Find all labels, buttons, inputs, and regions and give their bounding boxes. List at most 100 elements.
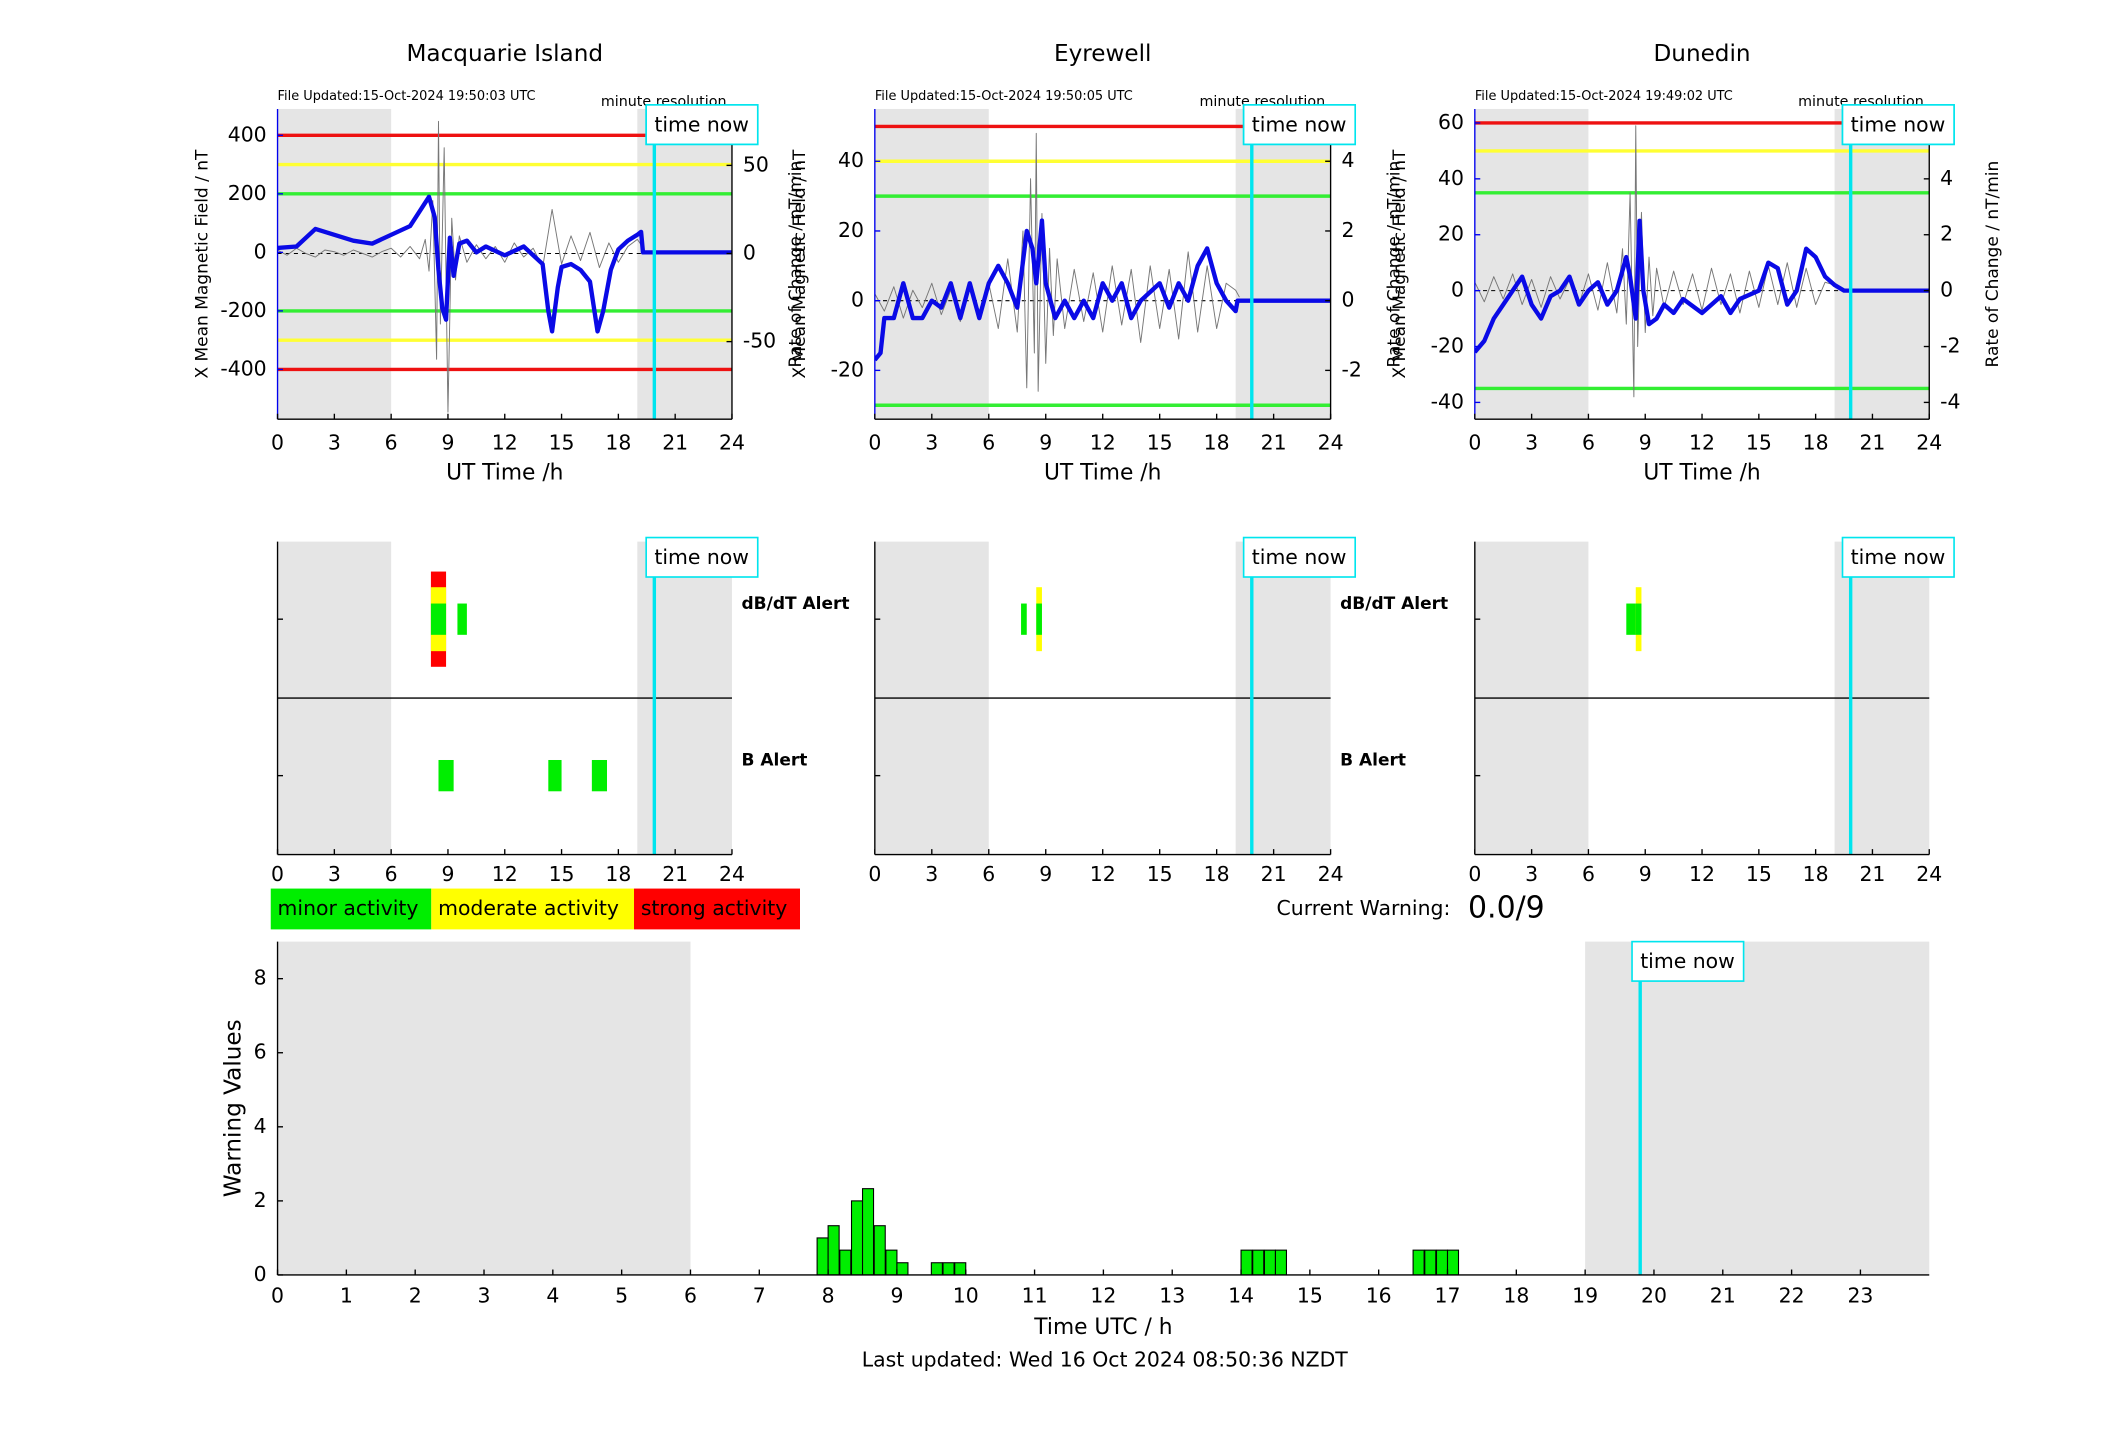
x-axis-title: UT Time /h [446,461,563,486]
shaded-region [1834,108,1930,420]
chart-title: Eyrewell [1054,41,1151,67]
x-tick-label: 6 [1582,431,1595,455]
bar [1435,1249,1449,1276]
y-tick-label: 4 [1341,148,1354,172]
x-tick-label: 6 [982,862,995,886]
x-tick-label: 7 [753,1284,766,1308]
y-tick-label: 40 [838,148,864,172]
x-tick-label: 3 [328,431,341,455]
alert-row-label: B Alert [1340,751,1406,771]
now-label: time now [654,545,749,569]
x-tick-label: 18 [1803,431,1829,455]
alert-row-label: dB/dT Alert [741,594,849,614]
x-tick-label: 24 [1916,431,1942,455]
alert-row-label: dB/dT Alert [1340,594,1448,614]
x-tick-label: 15 [1746,862,1772,886]
y-tick-label: 4 [254,1114,267,1138]
x-tick-label: 9 [1039,431,1052,455]
x-tick-label: 21 [1261,431,1287,455]
y-axis-title: X Mean Magnetic Field / nT [790,149,810,379]
x-tick-label: 22 [1779,1284,1805,1308]
footer: Last updated: Wed 16 Oct 2024 08:50:36 N… [862,1348,1349,1372]
y-tick-label: 200 [228,181,267,205]
y-tick-label: 0 [1451,278,1464,302]
rate-line [1474,125,1839,398]
x-tick-label: 21 [1261,862,1287,886]
y-tick-label: -50 [743,329,776,353]
file-updated: File Updated:15-Oct-2024 19:50:05 UTC [875,89,1133,104]
x-tick-label: 3 [478,1284,491,1308]
rate-line [277,120,642,413]
alert-block [1635,603,1642,635]
x-tick-label: 12 [1689,862,1715,886]
x-tick-label: 24 [1318,431,1344,455]
shaded-region [874,108,989,420]
now-label: time now [1252,112,1347,136]
y-tick-label: -4 [1940,389,1960,413]
now-box [1242,536,1357,578]
plot-area [874,124,1331,407]
y-tick-label: 2 [1341,218,1354,242]
rate-line [874,132,1240,392]
bar [850,1200,864,1276]
x-tick-label: 0 [1468,862,1481,886]
x-tick-label: 18 [1803,862,1829,886]
x-tick-label: 2 [409,1284,422,1308]
x-tick-label: 0 [868,862,881,886]
now-label: time now [654,112,749,136]
y-tick-label: 0 [1341,288,1354,312]
bar [1424,1249,1437,1276]
x-tick-label: 15 [549,431,575,455]
x-axis-title: Time UTC / h [1033,1315,1172,1340]
current-warning-value: 0.0/9 [1468,890,1545,925]
now-box [1631,940,1745,982]
x-tick-label: 9 [441,862,454,886]
x-tick-label: 21 [1710,1284,1736,1308]
x-tick-label: 0 [271,862,284,886]
x-tick-label: 0 [868,431,881,455]
y-tick-label: -20 [831,357,864,381]
current-warning-label: Current Warning: [1277,896,1451,920]
x-tick-label: 6 [385,862,398,886]
x-tick-label: 3 [328,862,341,886]
y-tick-label: -400 [220,356,266,380]
file-updated: File Updated:15-Oct-2024 19:50:03 UTC [278,89,536,104]
alert-block [1021,603,1027,635]
y2-axis-title: Rate of Change / nT/min [786,161,806,368]
x-tick-label: 17 [1435,1284,1461,1308]
bar [1263,1249,1276,1276]
x-tick-label: 6 [684,1284,697,1308]
bar [1240,1249,1253,1276]
x-tick-label: 15 [1147,862,1173,886]
x-tick-label: 9 [1039,862,1052,886]
x-tick-label: 4 [546,1284,559,1308]
x-tick-label: 20 [1641,1284,1667,1308]
x-tick-label: 12 [1090,1284,1116,1308]
alert-block [1036,603,1042,635]
x-tick-label: 24 [719,862,745,886]
x-tick-label: 21 [662,862,688,886]
x-tick-label: 9 [1639,431,1652,455]
x-tick-label: 6 [385,431,398,455]
x-tick-label: 1 [340,1284,353,1308]
bar [896,1262,909,1276]
y-tick-label: 0 [254,1262,267,1286]
x-tick-label: 12 [492,862,518,886]
x-tick-label: 6 [982,431,995,455]
x-tick-label: 18 [1503,1284,1529,1308]
bar [954,1262,967,1276]
x-tick-label: 12 [492,431,518,455]
y-tick-label: 20 [838,218,864,242]
y-tick-label: 50 [743,152,769,176]
x-tick-label: 10 [953,1284,979,1308]
x-tick-label: 15 [1297,1284,1323,1308]
now-label: time now [1851,545,1946,569]
y-tick-label: 0 [743,241,756,265]
x-tick-label: 12 [1689,431,1715,455]
y-tick-label: -40 [1431,389,1464,413]
alert-block [438,759,454,792]
shaded-region [637,108,732,420]
x-tick-label: 3 [925,862,938,886]
